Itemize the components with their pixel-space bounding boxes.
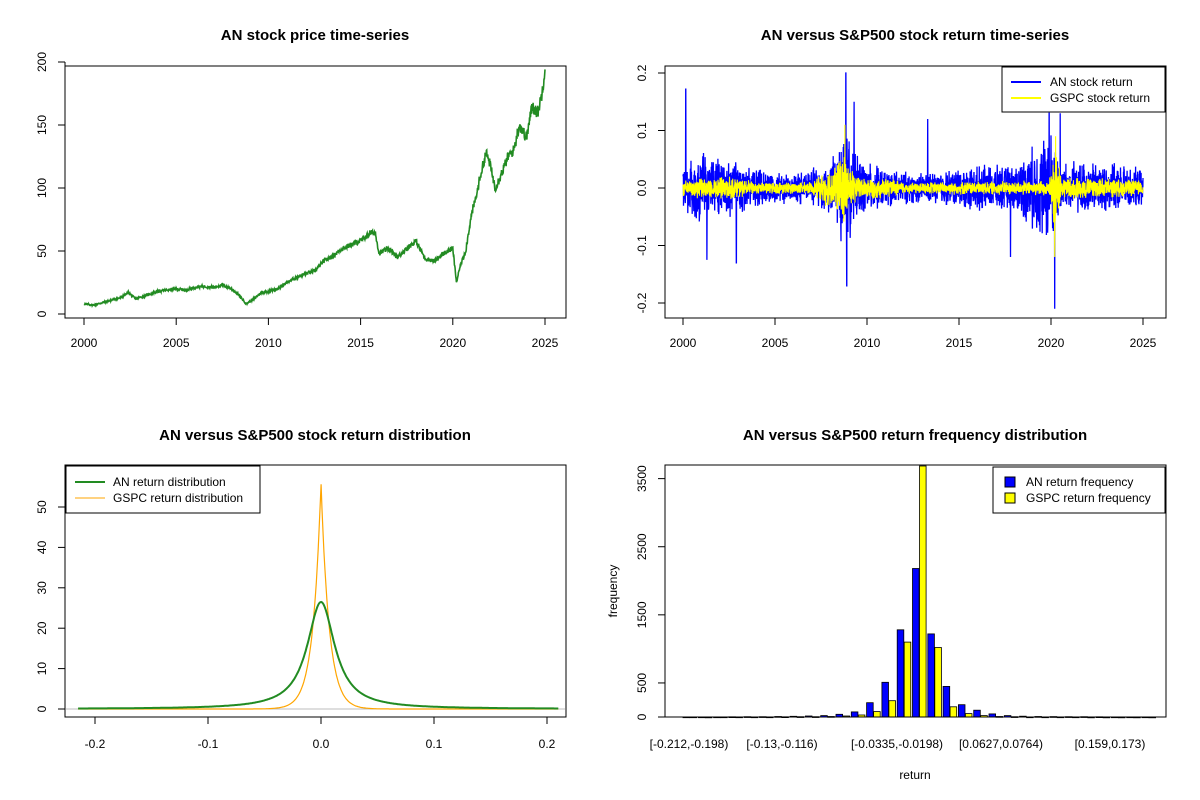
x-category-label: [-0.212,-0.198): [650, 737, 729, 751]
y-tick-label: 1500: [635, 601, 649, 628]
x-category-label: [-0.13,-0.116): [746, 737, 817, 751]
legend-label-an: AN stock return: [1050, 75, 1133, 89]
gspc-frequency-bar: [888, 700, 896, 718]
plot-frame: [664, 464, 1167, 718]
x-tick-label: 2000: [71, 336, 98, 350]
y-tick-label: 20: [35, 621, 49, 635]
y-tick-label: 0.2: [635, 64, 649, 81]
x-category-label: [0.159,0.173): [1075, 737, 1146, 751]
x-tick-label: 2010: [854, 336, 881, 350]
chart-title: AN versus S&P500 return frequency distri…: [743, 427, 1087, 444]
legend: AN stock return GSPC stock return: [1001, 66, 1166, 113]
x-tick-label: 2005: [163, 336, 190, 350]
y-axis-label: frequency: [606, 565, 620, 618]
gspc-frequency-bar: [873, 711, 881, 718]
y-tick-label: 0: [35, 310, 49, 317]
gspc-frequency-bar: [919, 465, 927, 718]
gspc-frequency-bar: [934, 647, 942, 718]
y-tick-label: 150: [35, 115, 49, 135]
y-tick-label: 0.1: [635, 122, 649, 139]
x-tick-label: 2025: [532, 336, 559, 350]
chart-title: AN versus S&P500 stock return distributi…: [159, 427, 471, 444]
price-series-line: [83, 69, 546, 308]
gspc-frequency-bar: [965, 713, 973, 718]
legend-swatch-an: [1004, 476, 1016, 488]
legend-label-an: AN return frequency: [1026, 475, 1133, 489]
x-tick-label: -0.2: [85, 737, 106, 751]
chart-panel-return-distribution: AN versus S&P500 stock return distributi…: [35, 427, 567, 751]
x-tick-label: 2015: [347, 336, 374, 350]
x-tick-label: 2000: [670, 336, 697, 350]
gspc-return-series-line: [682, 124, 1144, 258]
y-tick-label: 50: [35, 244, 49, 258]
y-tick-label: 3500: [635, 465, 649, 492]
plot-frame: [64, 464, 567, 718]
x-tick-label: 2020: [439, 336, 466, 350]
gspc-distribution-line: [78, 484, 559, 710]
y-tick-label: 500: [635, 673, 649, 693]
x-tick-label: -0.1: [198, 737, 219, 751]
legend-box: [65, 465, 261, 514]
x-tick-label: 0.0: [313, 737, 330, 751]
legend-box: [992, 466, 1166, 514]
an-frequency-bar: [973, 709, 981, 718]
x-tick-label: 0.1: [426, 737, 443, 751]
legend-label-an: AN return distribution: [113, 475, 226, 489]
x-tick-label: 2010: [255, 336, 282, 350]
an-distribution-line: [78, 600, 559, 710]
plot-frame: [664, 65, 1167, 319]
x-axis-label: return: [899, 768, 930, 782]
legend-box: [1001, 66, 1166, 113]
an-frequency-bar: [850, 711, 859, 718]
y-tick-label: 30: [35, 581, 49, 595]
y-tick-label: 2500: [635, 533, 649, 560]
x-tick-label: 0.2: [539, 737, 556, 751]
an-frequency-bar: [958, 704, 966, 718]
y-tick-label: -0.1: [635, 235, 649, 256]
y-tick-label: -0.2: [635, 292, 649, 313]
y-tick-label: 50: [35, 500, 49, 514]
y-tick-label: 100: [35, 178, 49, 198]
x-category-label: [0.0627,0.0764): [959, 737, 1043, 751]
chart-title: AN stock price time-series: [221, 27, 409, 44]
legend: AN return frequency GSPC return frequenc…: [992, 466, 1166, 514]
y-tick-label: 10: [35, 662, 49, 676]
y-tick-label: 0.0: [635, 179, 649, 196]
an-frequency-bar: [881, 681, 889, 718]
legend-swatch-gspc: [1004, 492, 1016, 504]
legend-label-gspc: GSPC return frequency: [1026, 491, 1151, 505]
y-tick-label: 200: [35, 52, 49, 72]
legend: AN return distribution GSPC return distr…: [65, 465, 261, 514]
gspc-frequency-bar: [949, 706, 958, 718]
y-tick-label: 40: [35, 540, 49, 554]
chart-panel-return-timeseries: AN versus S&P500 stock return time-serie…: [635, 27, 1167, 350]
chart-panel-stock-price: AN stock price time-series 2000 2005 2010 2…: [35, 27, 567, 350]
legend-label-gspc: GSPC stock return: [1050, 91, 1150, 105]
an-frequency-bar: [866, 702, 874, 718]
y-tick-label: 0: [35, 705, 49, 712]
x-tick-label: 2015: [946, 336, 973, 350]
x-tick-label: 2005: [762, 336, 789, 350]
y-tick-label: 0: [635, 713, 649, 720]
gspc-frequency-bar: [903, 641, 912, 718]
an-frequency-bar: [912, 568, 920, 718]
x-tick-label: 2020: [1038, 336, 1065, 350]
chart-title: AN versus S&P500 stock return time-serie…: [761, 27, 1069, 44]
x-tick-label: 2025: [1130, 336, 1157, 350]
an-frequency-bar: [927, 633, 935, 718]
an-frequency-bar: [896, 629, 905, 718]
x-category-label: [-0.0335,-0.0198): [851, 737, 943, 751]
chart-panel-return-frequency: AN versus S&P500 return frequency distri…: [606, 427, 1167, 782]
legend-label-gspc: GSPC return distribution: [113, 491, 243, 505]
an-frequency-bar: [942, 686, 951, 718]
